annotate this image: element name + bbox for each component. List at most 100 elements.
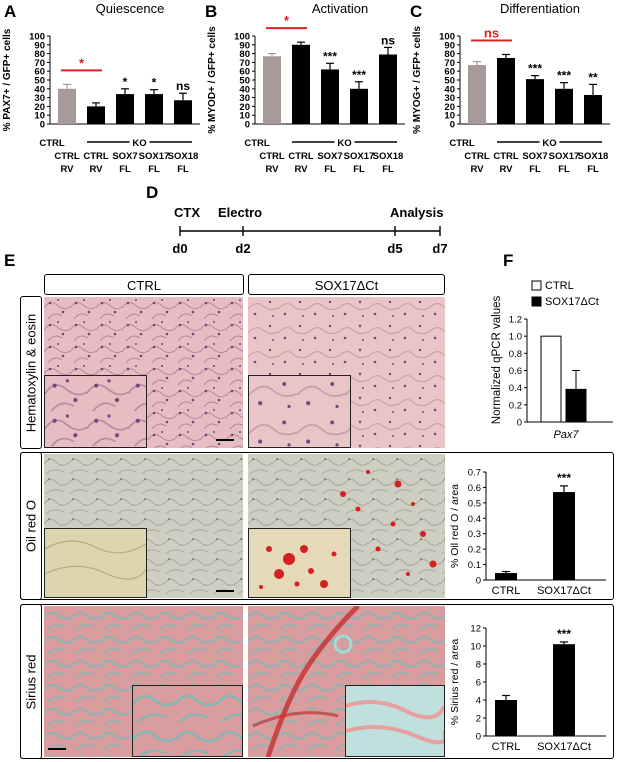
x-tick-label: CTRL bbox=[492, 741, 521, 753]
y-axis-label: % Oil red O / area bbox=[449, 484, 461, 568]
bar bbox=[292, 44, 310, 124]
x-tick-label-top: SOX18 bbox=[578, 151, 609, 162]
legend-swatch bbox=[531, 280, 542, 291]
y-tick-label: 80 bbox=[239, 49, 250, 60]
bar bbox=[495, 700, 517, 736]
x-tick-label-bottom: FL bbox=[119, 164, 131, 175]
significance-label: ns bbox=[176, 79, 190, 93]
y-tick-label: 6 bbox=[476, 678, 481, 689]
micrograph-he-sox17 bbox=[248, 297, 445, 448]
timeline-label-analysis: Analysis bbox=[390, 205, 443, 220]
micrograph-oil-sox17 bbox=[248, 454, 445, 598]
x-tick-label-top: CTRL bbox=[493, 151, 519, 162]
scale-bar-sirius bbox=[48, 748, 66, 750]
row-label-oil-text: Oil red O bbox=[23, 499, 39, 553]
significance-label: *** bbox=[528, 62, 542, 76]
x-tick-label-bottom: FL bbox=[558, 164, 570, 175]
y-tick-label: 20 bbox=[239, 102, 250, 113]
inset-sirius-ctrl bbox=[132, 685, 243, 757]
y-tick-label: 0.2 bbox=[509, 400, 522, 411]
y-tick-label: 100 bbox=[234, 32, 250, 43]
x-tick-label-top: CTRL bbox=[83, 151, 109, 162]
row-label-sirius-text: Sirius red bbox=[23, 654, 39, 709]
y-tick-label: 10 bbox=[239, 111, 250, 122]
group-label-ctrl: CTRL bbox=[449, 138, 475, 149]
y-tick-label: 1.2 bbox=[509, 315, 522, 326]
scale-bar-he bbox=[216, 439, 234, 441]
bar bbox=[116, 94, 134, 124]
legend-label: SOX17ΔCt bbox=[545, 296, 599, 308]
y-axis-label: % MYOG+ / GFP+ cells bbox=[412, 26, 423, 134]
y-tick-label: 0.4 bbox=[509, 383, 522, 394]
y-tick-label: 10 bbox=[34, 111, 45, 122]
x-tick-label-bottom: RV bbox=[499, 164, 513, 175]
inset-oil-sox17 bbox=[248, 528, 351, 598]
y-tick-label: 0.3 bbox=[468, 529, 481, 540]
y-tick-label: 0 bbox=[40, 120, 45, 131]
x-tick-label-top: SOX7 bbox=[317, 151, 342, 162]
bar bbox=[540, 335, 562, 423]
timeline-day-d5: d5 bbox=[387, 241, 402, 256]
x-tick-label-top: SOX18 bbox=[373, 151, 404, 162]
y-tick-label: 2 bbox=[476, 714, 481, 725]
x-tick-label-top: SOX7 bbox=[522, 151, 547, 162]
y-axis-label: % MYOD+ / GFP+ cells bbox=[207, 26, 218, 134]
timeline-label-ctx: CTX bbox=[174, 205, 200, 220]
legend-label: CTRL bbox=[545, 280, 574, 292]
group-label-ctrl: CTRL bbox=[39, 138, 65, 149]
y-tick-label: 1.0 bbox=[509, 332, 522, 343]
x-tick-label-top: SOX17 bbox=[344, 151, 375, 162]
legend-swatch bbox=[531, 296, 542, 307]
micrograph-oil-ctrl bbox=[44, 454, 243, 598]
y-tick-label: 0.6 bbox=[468, 483, 481, 494]
y-tick-label: 70 bbox=[444, 58, 455, 69]
x-tick-label-bottom: RV bbox=[60, 164, 74, 175]
bar bbox=[350, 88, 368, 124]
column-header-sox17: SOX17ΔCt bbox=[248, 274, 445, 295]
x-tick-label: SOX17ΔCt bbox=[537, 741, 591, 753]
y-axis-label: % Sirius red / area bbox=[449, 639, 461, 726]
y-tick-label: 0.2 bbox=[468, 545, 481, 556]
y-tick-label: 60 bbox=[444, 67, 455, 78]
x-tick-label-bottom: FL bbox=[587, 164, 599, 175]
bracket-label: * bbox=[284, 14, 290, 28]
inset-oil-droplets bbox=[249, 529, 350, 597]
bar bbox=[584, 94, 602, 124]
significance-label: *** bbox=[557, 627, 571, 641]
x-tick-label: Pax7 bbox=[553, 429, 579, 441]
y-axis-label: % PAX7+ / GFP+ cells bbox=[2, 28, 13, 131]
micrograph-sirius-sox17 bbox=[248, 606, 445, 757]
inset-sirius-sox17 bbox=[345, 685, 445, 757]
bar bbox=[263, 56, 281, 124]
panel-letter-c: C bbox=[410, 2, 423, 21]
x-tick-label-bottom: RV bbox=[470, 164, 484, 175]
timeline: CTX Electro Analysis d0 d2 d5 d7 bbox=[172, 205, 447, 256]
x-tick-label: CTRL bbox=[492, 585, 521, 597]
chart-title-a: Quiescence bbox=[95, 1, 165, 16]
group-label-ko: KO bbox=[337, 138, 351, 149]
x-tick-label-bottom: RV bbox=[294, 164, 308, 175]
group-label-ko: KO bbox=[132, 138, 146, 149]
group-label-ko: KO bbox=[542, 138, 556, 149]
y-tick-label: 40 bbox=[34, 84, 45, 95]
x-tick-label-bottom: FL bbox=[382, 164, 394, 175]
y-tick-label: 90 bbox=[239, 40, 250, 51]
bar bbox=[526, 79, 544, 124]
y-tick-label: 40 bbox=[239, 84, 250, 95]
micrograph-he-ctrl bbox=[44, 297, 243, 448]
y-tick-label: 0.6 bbox=[509, 366, 522, 377]
y-tick-label: 20 bbox=[444, 102, 455, 113]
y-tick-label: 4 bbox=[476, 696, 481, 707]
y-tick-label: 80 bbox=[34, 49, 45, 60]
y-tick-label: 0.4 bbox=[468, 514, 481, 525]
panel-letter-e: E bbox=[4, 251, 16, 270]
y-tick-label: 50 bbox=[444, 76, 455, 87]
timeline-day-d0: d0 bbox=[172, 241, 187, 256]
y-tick-label: 0.5 bbox=[468, 498, 481, 509]
chart-a: % PAX7+ / GFP+ cells 01020304050607080901… bbox=[2, 28, 200, 175]
chart-title-c: Differentiation bbox=[500, 1, 580, 16]
x-tick-label-bottom: FL bbox=[529, 164, 541, 175]
bar bbox=[565, 388, 587, 423]
panel-letter-f: F bbox=[503, 251, 514, 270]
chart-title-b: Activation bbox=[311, 1, 369, 16]
